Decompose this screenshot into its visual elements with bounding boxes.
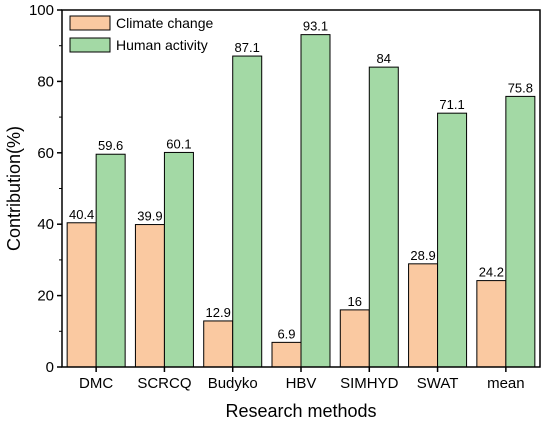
data-label: 39.9 bbox=[137, 209, 162, 224]
bar-human-activity-dmc bbox=[95, 153, 126, 368]
y-tick-label: 60 bbox=[37, 145, 54, 162]
x-tick-label: SCRCQ bbox=[137, 375, 191, 392]
bar-climate-change-scrcq bbox=[134, 224, 165, 368]
bar-climate-change-mean bbox=[476, 280, 507, 368]
x-tick-label: HBV bbox=[286, 375, 317, 392]
y-axis-title: Contribution(%) bbox=[4, 126, 24, 251]
bar-human-activity-hbv bbox=[300, 34, 331, 368]
bar-climate-change-simhyd bbox=[339, 309, 370, 368]
bar-human-activity-simhyd bbox=[368, 66, 399, 368]
x-axis-title: Research methods bbox=[225, 401, 376, 421]
legend-swatch-human-activity bbox=[69, 37, 111, 53]
y-tick-label: 80 bbox=[37, 73, 54, 90]
y-tick-label: 0 bbox=[46, 359, 54, 376]
legend-label-climate-change: Climate change bbox=[116, 15, 213, 31]
x-tick-label: mean bbox=[487, 375, 525, 392]
bar-human-activity-budyko bbox=[232, 55, 263, 368]
x-tick-label: Budyko bbox=[208, 375, 258, 392]
bar-climate-change-hbv bbox=[271, 341, 302, 368]
legend: Climate change Human activity bbox=[69, 15, 213, 53]
y-tick-label: 20 bbox=[37, 288, 54, 305]
bar-climate-change-budyko bbox=[203, 320, 234, 368]
data-label: 60.1 bbox=[166, 136, 191, 151]
data-label: 40.4 bbox=[69, 207, 94, 222]
data-label: 87.1 bbox=[235, 40, 260, 55]
bar-human-activity-scrcq bbox=[163, 151, 194, 368]
bar-climate-change-swat bbox=[408, 263, 439, 368]
data-label: 93.1 bbox=[303, 19, 328, 34]
x-tick-label: SWAT bbox=[417, 375, 459, 392]
legend-label-human-activity: Human activity bbox=[116, 37, 208, 53]
bar-human-activity-mean bbox=[505, 95, 536, 368]
data-labels-layer: 40.4 59.6 39.9 60.1 12.9 87.1 6.9 93.1 16 84 28.9 7… bbox=[69, 19, 533, 342]
bar-human-activity-swat bbox=[437, 112, 468, 368]
y-tick-label: 100 bbox=[29, 2, 54, 19]
data-label: 71.1 bbox=[439, 97, 464, 112]
x-tick-label: DMC bbox=[79, 375, 113, 392]
data-label: 28.9 bbox=[410, 248, 435, 263]
data-label: 59.6 bbox=[98, 138, 123, 153]
bar-climate-change-dmc bbox=[66, 222, 97, 368]
x-tick-label: SIMHYD bbox=[340, 375, 399, 392]
data-label: 16 bbox=[348, 294, 362, 309]
axes-layer: DMC SCRCQ Budyko HBV SIMHYD SWAT mean 0 20 40 60 80… bbox=[29, 2, 525, 392]
data-label: 6.9 bbox=[277, 326, 295, 341]
data-label: 75.8 bbox=[508, 80, 533, 95]
data-label: 84 bbox=[377, 51, 391, 66]
data-label: 24.2 bbox=[479, 265, 504, 280]
y-tick-label: 40 bbox=[37, 216, 54, 233]
bars-layer bbox=[66, 34, 536, 368]
legend-swatch-climate-change bbox=[69, 15, 111, 31]
data-label: 12.9 bbox=[206, 305, 231, 320]
